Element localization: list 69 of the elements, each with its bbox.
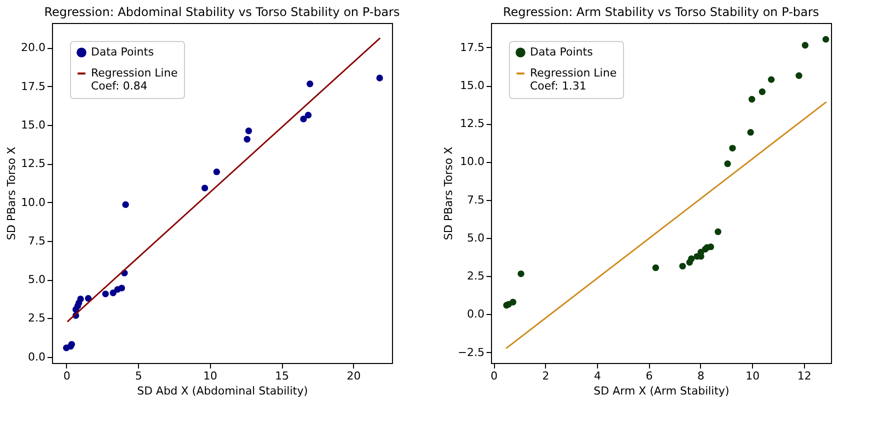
x-tick-label: 10 xyxy=(203,370,218,382)
y-axis-title: SD PBars Torso X xyxy=(442,146,455,240)
y-tick-label: 17.5 xyxy=(21,80,46,93)
x-axis-title: SD Abd X (Abdominal Stability) xyxy=(137,384,308,398)
point xyxy=(724,160,731,168)
point xyxy=(714,228,722,236)
point xyxy=(518,270,524,278)
point xyxy=(306,80,314,88)
x-tick-label: 0 xyxy=(63,370,70,382)
x-tick-label: 6 xyxy=(646,370,653,382)
point xyxy=(376,74,384,82)
legend-label: Data Points xyxy=(91,46,154,58)
x-tick-label: 15 xyxy=(275,370,290,382)
y-tick-label: 0.0 xyxy=(467,308,484,321)
point xyxy=(822,36,830,43)
point xyxy=(77,296,84,302)
point xyxy=(118,284,126,292)
x-tick-label: 5 xyxy=(135,370,142,382)
point xyxy=(122,201,129,208)
y-tick-label: 15.0 xyxy=(21,118,46,132)
y-tick-label: 12.5 xyxy=(460,117,484,130)
x-tick-label: 0 xyxy=(490,370,498,382)
chart-title: Regression: Arm Stability vs Torso Stability on P-bars xyxy=(502,5,820,19)
x-tick-label: 20 xyxy=(346,370,361,382)
point xyxy=(201,184,208,192)
y-axis-title: SD PBars Torso X xyxy=(5,146,18,240)
point xyxy=(510,298,516,306)
point xyxy=(679,262,686,270)
x-tick-label: 2 xyxy=(542,370,550,382)
point xyxy=(796,72,802,79)
point xyxy=(652,264,660,272)
point xyxy=(84,295,92,302)
legend-label: Regression Line Coef: 1.31 xyxy=(530,66,617,92)
legend-label: Regression Line Coef: 0.84 xyxy=(91,66,178,92)
point xyxy=(213,168,220,176)
y-tick-label: 2.5 xyxy=(467,270,484,283)
y-tick-label: 2.5 xyxy=(28,312,46,325)
y-tick-label: 20.0 xyxy=(21,41,46,54)
y-tick-label: 10.0 xyxy=(21,196,46,209)
point xyxy=(300,116,307,122)
x-axis-title: SD Arm X (Arm Stability) xyxy=(594,384,730,398)
y-tick-label: 12.5 xyxy=(21,157,46,170)
point xyxy=(110,289,116,296)
point xyxy=(747,128,754,136)
x-tick-label: 10 xyxy=(746,370,760,382)
x-tick-label: 12 xyxy=(797,370,812,382)
y-tick-label: 7.5 xyxy=(467,193,484,206)
point xyxy=(102,290,109,298)
point xyxy=(768,76,775,83)
point xyxy=(729,144,736,152)
point xyxy=(748,96,756,103)
y-tick-label: −2.5 xyxy=(458,346,484,359)
y-tick-label: 17.5 xyxy=(460,40,484,54)
point xyxy=(802,42,808,49)
point xyxy=(758,88,766,96)
y-tick-label: 5.0 xyxy=(28,273,46,286)
y-tick-label: 10.0 xyxy=(460,155,484,168)
point xyxy=(688,255,695,262)
y-tick-label: 7.5 xyxy=(28,234,46,248)
y-tick-label: 0.0 xyxy=(28,350,46,364)
x-tick-label: 8 xyxy=(697,370,704,382)
y-tick-label: 15.0 xyxy=(460,79,484,92)
point xyxy=(245,128,252,134)
y-tick-label: 5.0 xyxy=(467,231,484,244)
point xyxy=(304,112,312,118)
chart-title: Regression: Abdominal Stability vs Torso Stability on P-bars xyxy=(44,5,400,19)
x-tick-label: 4 xyxy=(594,370,602,382)
legend-label: Data Points xyxy=(530,46,594,58)
point xyxy=(244,136,250,143)
